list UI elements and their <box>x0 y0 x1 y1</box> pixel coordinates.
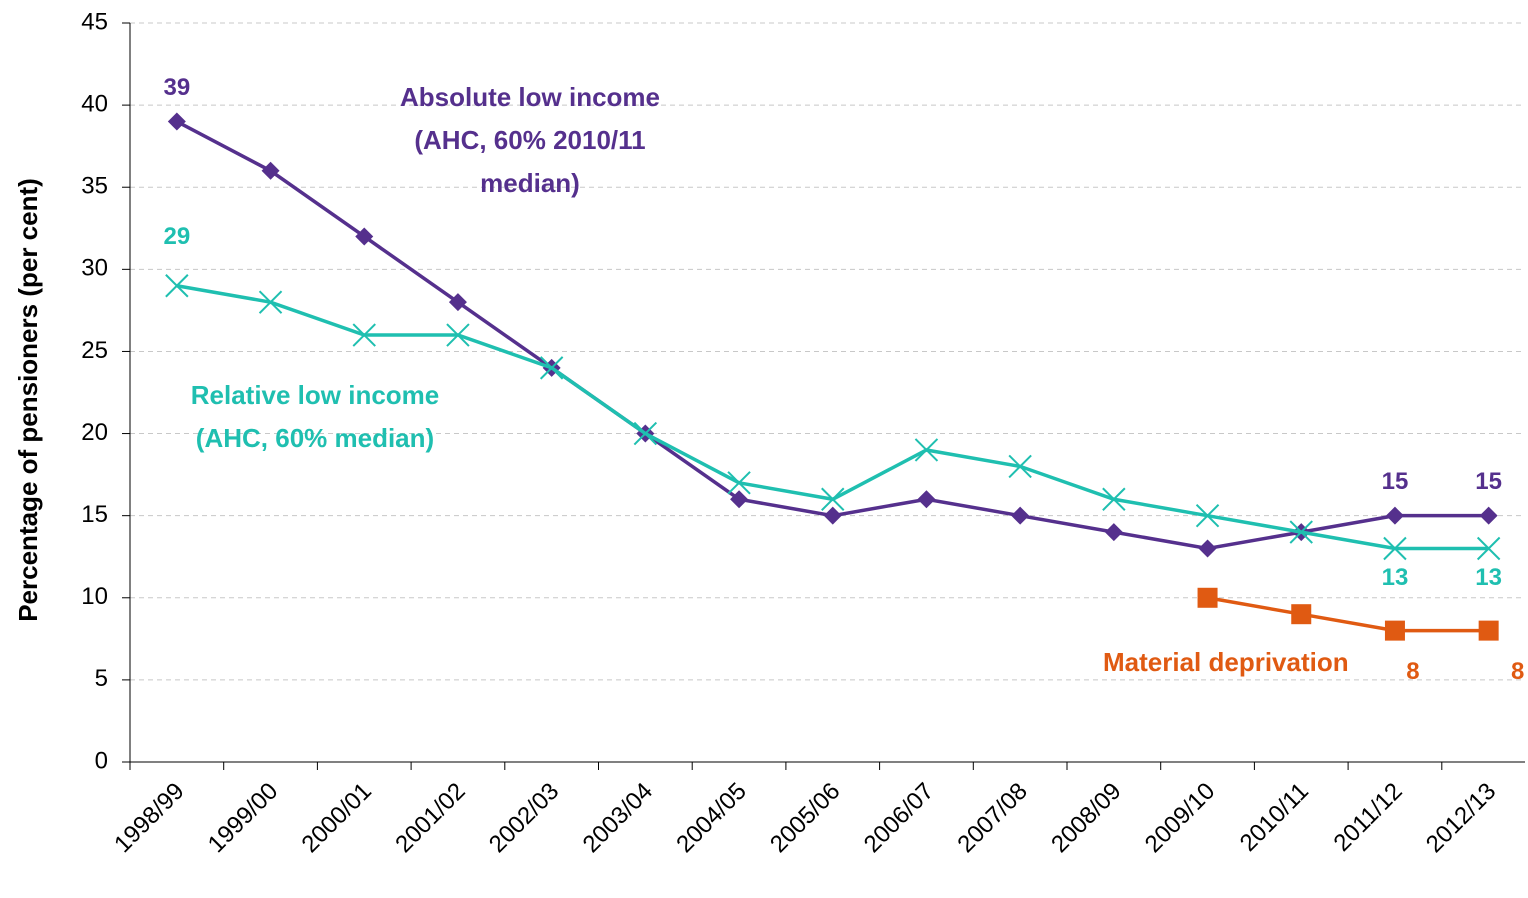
y-tick-label: 25 <box>81 337 108 364</box>
series-label: Material deprivation <box>1103 647 1349 677</box>
series-label: Absolute low income (AHC, 60% 2010/11 me… <box>399 82 661 198</box>
data-point <box>1478 620 1499 641</box>
y-axis-label: Percentage of pensioners (per cent) <box>13 178 43 622</box>
data-point <box>823 506 842 525</box>
data-label: 8 <box>1511 658 1524 685</box>
data-point <box>1008 454 1032 479</box>
data-label: 8 <box>1406 658 1419 685</box>
y-tick-label: 45 <box>81 8 108 35</box>
data-point <box>1197 587 1218 608</box>
x-tick-label: 2011/12 <box>1328 778 1407 857</box>
y-tick-label: 15 <box>81 501 108 528</box>
x-tick-label: 2004/05 <box>671 778 751 858</box>
data-point <box>1011 506 1030 525</box>
data-point <box>539 356 564 380</box>
data-label: 15 <box>1475 468 1502 495</box>
data-point <box>261 161 280 180</box>
data-point <box>730 490 749 509</box>
y-tick-label: 30 <box>81 255 108 282</box>
data-point <box>914 438 939 462</box>
x-tick-label: 2005/06 <box>765 778 845 858</box>
data-point <box>1479 506 1498 525</box>
data-point <box>258 290 283 314</box>
data-point <box>1195 503 1220 528</box>
series-label: Relative low income (AHC, 60% median) <box>190 380 440 453</box>
x-tick-label: 2007/08 <box>952 778 1032 858</box>
data-point <box>446 323 470 347</box>
data-point <box>633 421 658 446</box>
x-tick-label: 2006/07 <box>859 778 939 858</box>
x-tick-label: 2003/04 <box>578 778 658 858</box>
data-point <box>352 323 376 347</box>
data-point <box>167 112 186 131</box>
data-point <box>727 471 751 495</box>
data-label: 13 <box>1382 564 1409 591</box>
y-tick-label: 0 <box>95 747 108 774</box>
x-tick-label: 2012/13 <box>1421 778 1501 858</box>
series-line <box>1207 596 1489 633</box>
data-point <box>1291 604 1312 625</box>
x-tick-label: 2001/02 <box>390 778 470 858</box>
data-point <box>1384 620 1405 641</box>
x-tick-label: 2009/10 <box>1140 778 1220 858</box>
x-tick-label: 1999/00 <box>203 778 283 858</box>
data-point <box>448 293 467 312</box>
data-point <box>1104 523 1123 542</box>
y-tick-label: 35 <box>81 173 108 200</box>
x-tick-label: 1998/99 <box>109 778 189 858</box>
data-point <box>1102 487 1126 511</box>
data-point <box>1289 520 1313 544</box>
y-tick-label: 20 <box>81 419 108 446</box>
x-tick-label: 2002/03 <box>484 778 564 858</box>
y-tick-label: 10 <box>81 583 108 610</box>
data-point <box>1383 536 1407 561</box>
data-point <box>821 487 845 511</box>
data-point <box>165 274 189 298</box>
data-label: 15 <box>1382 468 1409 495</box>
data-point <box>917 490 936 509</box>
data-point <box>355 227 374 246</box>
data-point <box>1198 539 1217 558</box>
data-label: 29 <box>163 223 190 250</box>
data-label: 13 <box>1475 564 1502 591</box>
y-tick-label: 5 <box>95 665 108 692</box>
data-point <box>1385 506 1404 525</box>
x-tick-label: 2010/11 <box>1235 778 1314 857</box>
x-tick-label: 2000/01 <box>297 778 377 858</box>
x-tick-label: 2008/09 <box>1046 778 1126 858</box>
y-tick-label: 40 <box>81 90 108 117</box>
data-label: 39 <box>163 74 190 101</box>
data-point <box>1476 536 1501 561</box>
